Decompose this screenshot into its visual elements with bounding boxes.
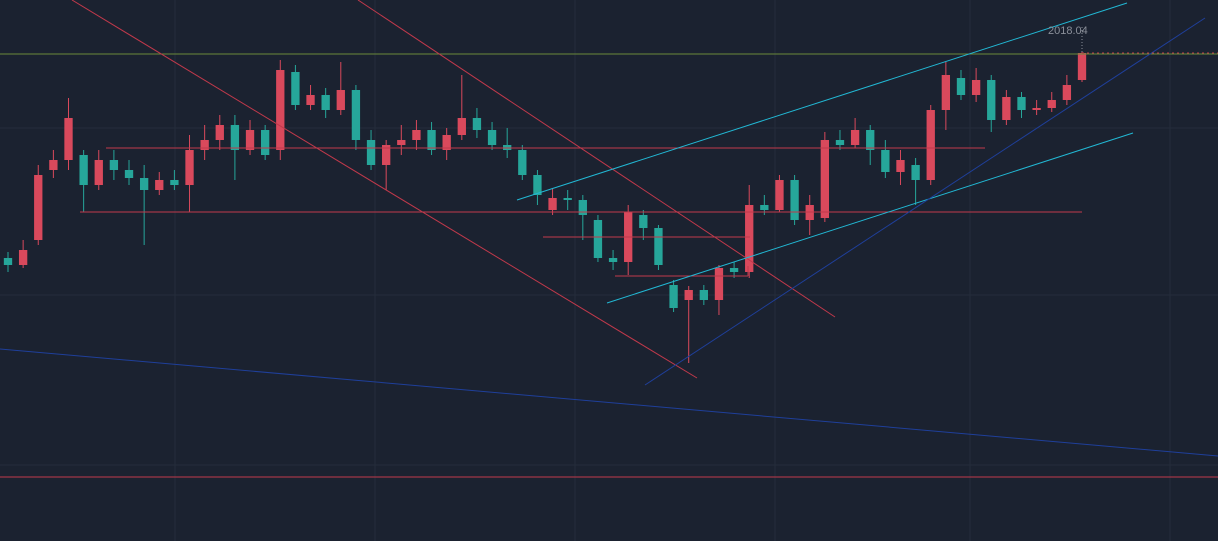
candle-body [820,140,830,218]
candle-body [911,165,920,180]
candle-body [1062,85,1072,100]
candle-body [866,130,875,150]
candle-body [578,200,587,215]
candle-body [639,215,648,228]
candle-body [790,180,799,220]
candle-body [971,80,981,95]
candle-body [760,205,769,210]
candle-body [669,285,678,308]
candle-body [714,268,724,300]
candle-body [306,95,315,105]
candle-body [654,228,663,265]
candle-body [245,130,255,150]
candle-body [321,95,330,110]
candle-body [457,118,466,135]
trend-line [71,0,698,379]
candle-body [185,150,194,185]
candle-body [18,250,28,265]
candle-body [1032,108,1041,110]
candle-body [850,130,860,145]
candle-body [34,175,43,240]
candle-body [956,78,966,95]
candle-body [1002,97,1011,120]
candle-body [941,75,951,110]
candle-body [109,160,119,170]
candle-body [366,140,376,165]
candle-body [200,140,209,150]
candle-body [170,180,179,185]
candle-body [1017,97,1026,110]
candle-body [487,130,497,145]
candle-body [139,178,149,190]
candle-body [79,155,88,185]
candle-body [382,145,391,165]
candle-body [351,90,361,140]
candle-body [608,258,618,262]
candle-body [699,290,708,300]
trend-line [357,0,836,318]
candle-body [881,150,890,172]
candle-body [412,130,421,140]
candle-body [835,140,845,145]
candle-body [926,110,935,180]
candle-body [442,135,451,150]
candle-body [472,118,482,130]
drawings [0,0,1218,478]
candle-body [896,160,905,172]
candles [3,52,1087,363]
candle-body [987,80,996,120]
candle-body [336,90,345,110]
candle-body [397,140,406,145]
candle-body [260,130,270,155]
candle-body [518,150,527,175]
channel-line [516,2,1128,201]
candle-body [94,160,103,185]
candle-body [215,125,224,140]
candle-body [775,180,784,210]
candle-body [276,70,285,150]
candle-body [155,180,164,190]
price-annotation: 2018.04 [1048,25,1088,37]
trend-line [644,17,1206,386]
candle-body [124,170,134,178]
candle-body [230,125,240,150]
candle-body [64,118,73,160]
candle-body [684,290,693,300]
trend-line [0,348,1218,457]
channel-line [606,132,1134,304]
candle-body [729,268,739,272]
candle-body [1047,100,1056,108]
candle-body [49,160,58,170]
candle-body [548,198,557,210]
candle-body [427,130,436,150]
candle-body [3,258,13,265]
candle-body [745,205,754,272]
candle-body [1077,53,1087,80]
candle-body [533,175,542,195]
candle-body [563,198,572,200]
candle-body [291,72,300,105]
candle-body [593,220,603,258]
